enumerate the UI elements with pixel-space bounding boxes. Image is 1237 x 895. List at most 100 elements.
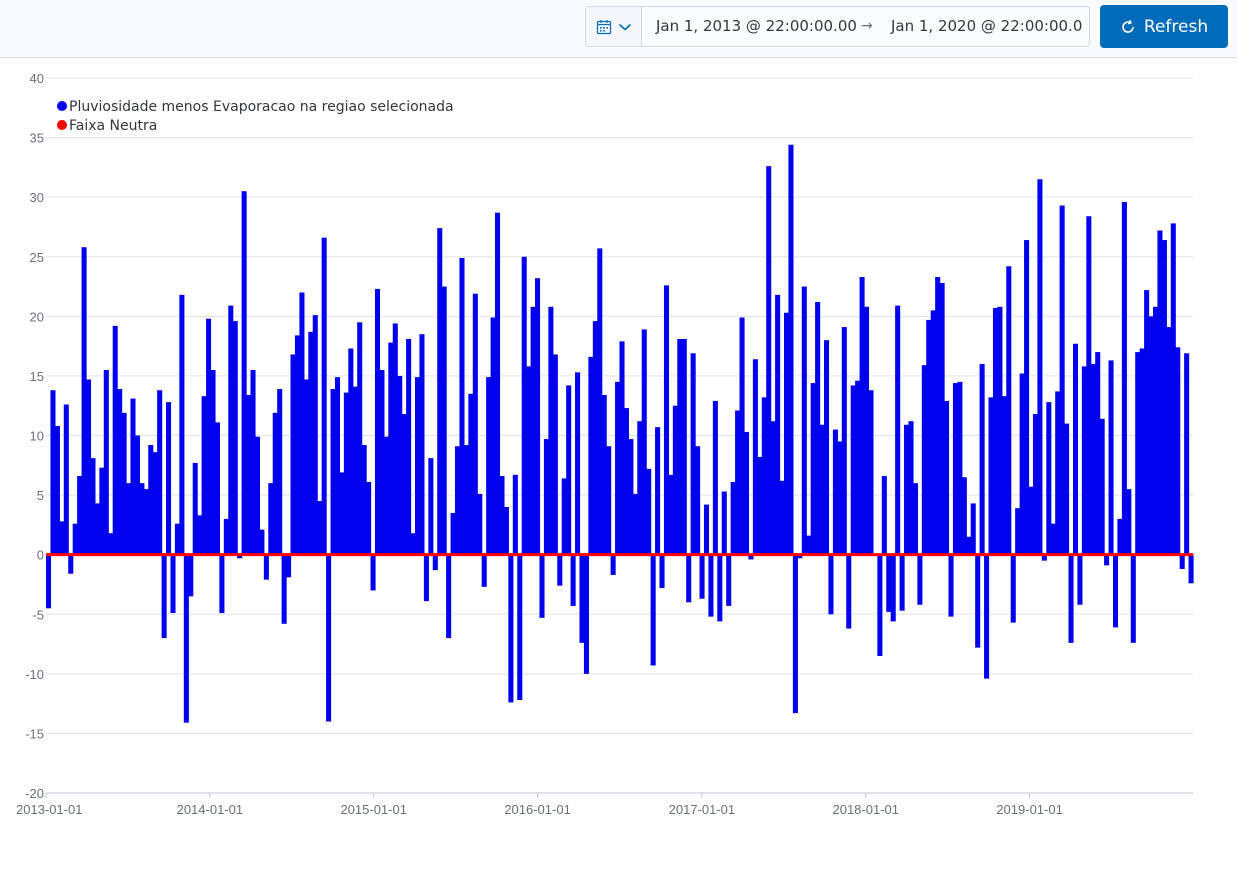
bar[interactable] [263,554,269,580]
bar[interactable] [508,554,514,703]
bar[interactable] [957,381,963,555]
bar[interactable] [517,554,523,701]
bar[interactable] [912,483,918,555]
bar[interactable] [1166,327,1172,555]
bar[interactable] [170,554,176,614]
bar[interactable] [770,421,776,555]
bar[interactable] [1041,554,1047,561]
bar[interactable] [437,228,443,555]
bar[interactable] [695,446,701,555]
bar[interactable] [397,375,403,555]
bar[interactable] [317,501,323,555]
bar[interactable] [526,366,532,555]
bar[interactable] [161,554,167,639]
bar[interactable] [370,554,376,591]
bar[interactable] [819,424,825,555]
bar[interactable] [601,394,607,555]
bar[interactable] [837,441,843,555]
bar[interactable] [641,329,647,555]
bar[interactable] [50,390,56,555]
bar[interactable] [441,286,447,555]
bar[interactable] [948,554,954,617]
bar[interactable] [783,312,790,555]
bar[interactable] [677,338,683,555]
bar[interactable] [1086,216,1092,555]
bar[interactable] [908,421,914,555]
bar[interactable] [103,369,109,555]
bar[interactable] [1148,316,1154,555]
bar[interactable] [717,554,723,622]
bar[interactable] [286,554,292,578]
bar[interactable] [712,400,718,555]
bar[interactable] [281,554,287,624]
bar[interactable] [663,285,670,555]
bar[interactable] [406,338,412,555]
bar[interactable] [174,523,180,555]
bar[interactable] [423,554,429,602]
bar[interactable] [139,483,145,555]
bar[interactable] [94,503,100,555]
bar[interactable] [512,474,518,555]
bar[interactable] [841,327,847,555]
bar[interactable] [299,292,305,555]
bar[interactable] [401,414,407,555]
bar[interactable] [690,353,696,555]
bar[interactable] [99,467,105,555]
bar[interactable] [428,458,434,555]
bar[interactable] [228,305,234,555]
bar[interactable] [1064,423,1070,555]
bar[interactable] [761,397,767,555]
bar[interactable] [966,536,972,555]
bar[interactable] [450,512,456,555]
bar[interactable] [708,554,714,617]
bar[interactable] [588,356,594,555]
bar[interactable] [90,458,96,555]
bar[interactable] [975,554,981,648]
bar[interactable] [1077,554,1083,605]
bar[interactable] [361,445,367,555]
bar[interactable] [739,317,745,555]
bar[interactable] [1157,230,1163,555]
bar[interactable] [192,462,198,555]
bar[interactable] [1090,364,1096,555]
bar[interactable] [1130,554,1136,643]
bar[interactable] [432,554,438,571]
bar[interactable] [619,341,625,555]
bar[interactable] [1179,554,1185,569]
bar[interactable] [1072,343,1079,555]
bar[interactable] [881,476,887,555]
bar[interactable] [455,446,461,555]
bar[interactable] [250,369,256,555]
bar[interactable] [721,491,727,555]
bar[interactable] [59,521,65,555]
bar[interactable] [126,483,132,555]
bar[interactable] [1126,489,1132,555]
bar[interactable] [232,321,238,555]
bar[interactable] [859,277,865,555]
bar[interactable] [543,439,549,555]
bar[interactable] [143,489,149,555]
bar[interactable] [939,282,945,555]
bar[interactable] [130,398,136,555]
bar[interactable] [312,315,318,555]
bar[interactable] [1050,523,1056,555]
bar[interactable] [1099,418,1105,555]
bar[interactable] [339,472,345,555]
bar[interactable] [183,554,189,723]
bar[interactable] [414,377,421,555]
bar[interactable] [632,493,638,555]
bar[interactable] [828,554,834,615]
bar[interactable] [579,554,585,643]
bar[interactable] [610,554,616,575]
bar[interactable] [254,436,260,555]
bar[interactable] [343,392,349,555]
bar[interactable] [321,237,327,555]
bar[interactable] [530,306,536,555]
bar[interactable] [152,452,158,555]
bar[interactable] [392,323,398,555]
bar[interactable] [1144,290,1150,555]
bar[interactable] [472,293,478,555]
bar[interactable] [801,286,807,555]
bar[interactable] [214,422,220,555]
bar[interactable] [855,380,861,555]
